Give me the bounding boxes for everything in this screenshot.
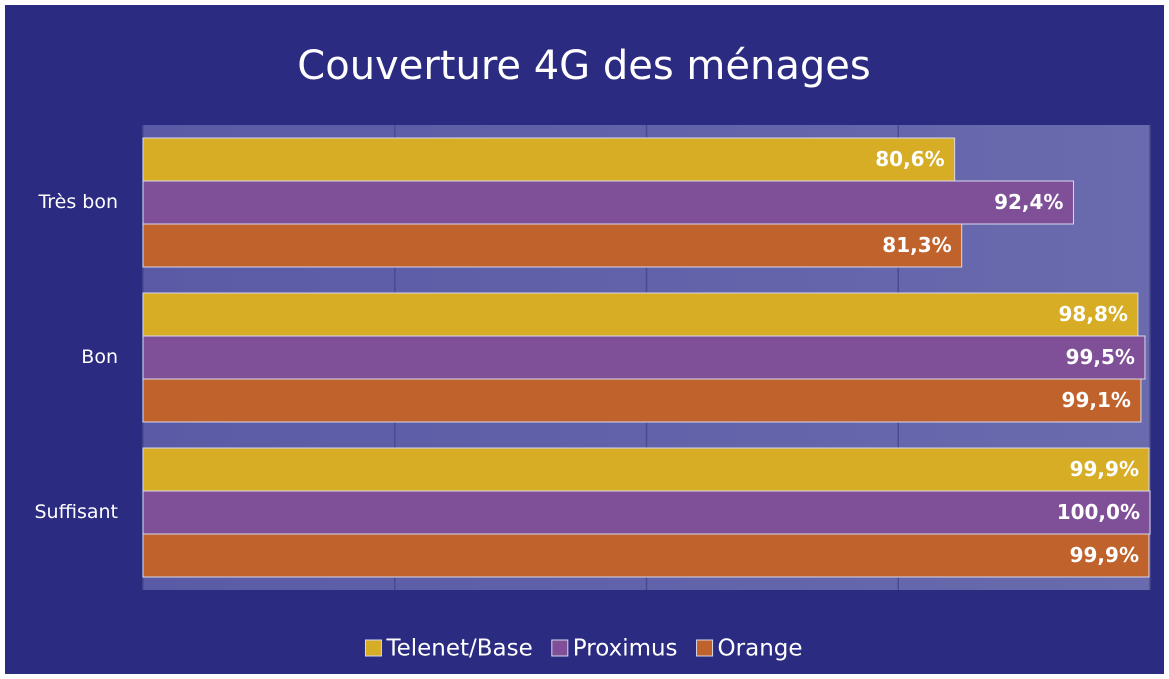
bar <box>142 378 1142 423</box>
bar <box>142 292 1139 337</box>
data-label: 80,6% <box>875 147 944 171</box>
legend-label: Telenet/Base <box>385 636 532 662</box>
bar <box>142 223 963 268</box>
data-label: 99,9% <box>1070 543 1139 567</box>
y-tick-label: Bon <box>81 346 118 368</box>
bar <box>142 447 1150 492</box>
data-label: 100,0% <box>1057 500 1140 524</box>
bar <box>142 335 1146 380</box>
legend-swatch <box>551 639 569 657</box>
data-label: 99,9% <box>1070 457 1139 481</box>
bar <box>142 137 956 182</box>
bar <box>142 533 1150 578</box>
y-tick-label: Suffisant <box>34 501 118 523</box>
y-tick-label: Très bon <box>37 191 118 213</box>
legend-item: Proximus <box>551 636 678 662</box>
data-label: 81,3% <box>882 233 951 257</box>
legend-swatch <box>696 639 714 657</box>
data-label: 99,1% <box>1062 388 1131 412</box>
legend-item: Orange <box>696 636 803 662</box>
data-label: 99,5% <box>1066 345 1135 369</box>
data-label: 92,4% <box>994 190 1063 214</box>
bar <box>142 490 1151 535</box>
bar <box>142 180 1074 225</box>
chart-title: Couverture 4G des ménages <box>297 43 870 89</box>
legend-label: Orange <box>718 636 803 662</box>
legend-swatch <box>364 639 382 657</box>
legend-label: Proximus <box>573 636 678 662</box>
legend-item: Telenet/Base <box>364 636 533 662</box>
data-label: 98,8% <box>1059 302 1128 326</box>
